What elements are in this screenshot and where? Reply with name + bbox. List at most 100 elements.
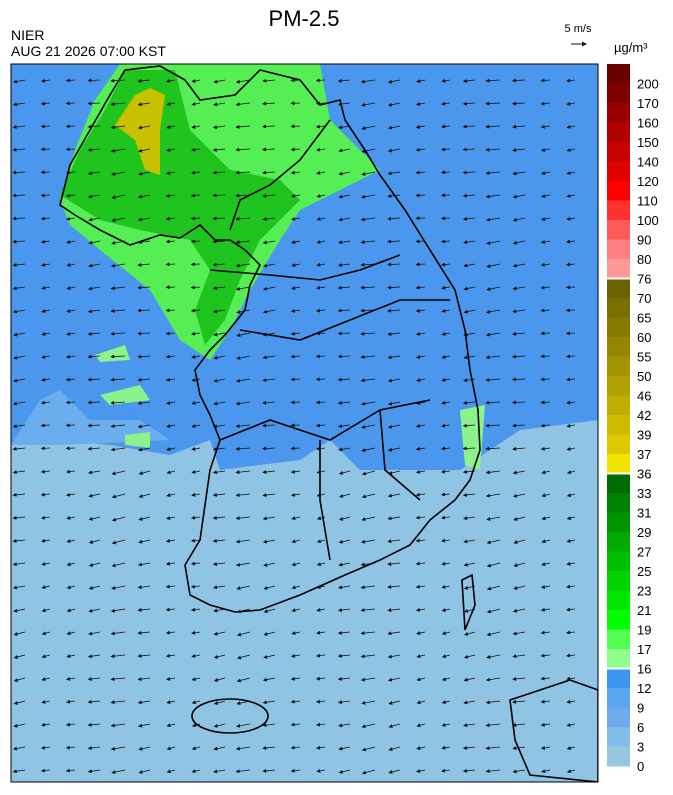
wind-arrow [540,653,551,658]
wind-arrow [40,492,51,497]
wind-arrow [40,423,51,428]
colorbar-label: 46 [637,389,651,404]
colorbar-swatch [607,337,630,357]
wind-arrow [137,562,151,567]
wind-arrow [486,240,501,245]
wind-arrow [13,378,26,383]
wind-arrow [166,676,176,681]
wind-arrow [66,239,76,244]
wind-arrow [441,446,451,451]
wind-arrow [316,446,326,451]
wind-arrow [512,423,526,428]
colorbar-label: 23 [637,584,651,599]
wind-arrow [191,515,201,520]
wind-arrow [65,78,76,83]
wind-arrow [138,493,151,498]
unit: µg/m³ [614,40,648,55]
wind-arrow [41,377,51,382]
wind-arrow [512,263,526,268]
map-frame [10,63,599,783]
wind-arrow [138,539,151,544]
wind-arrow [166,424,176,428]
wind-arrow [511,78,526,83]
wind-arrow [463,539,476,544]
wind-arrow [566,722,576,727]
wind-arrow [236,286,251,291]
wind-arrow [88,217,101,222]
wind-arrow [415,285,426,290]
wind-arrow [166,746,176,751]
wind-arrow [541,194,551,199]
wind-arrow [565,285,576,290]
wind-arrow [137,677,151,682]
wind-arrow [235,746,251,751]
wind-arrow [66,492,76,497]
colorbar-label: 3 [637,740,644,755]
wind-arrow [486,309,501,314]
colorbar-label: 80 [637,252,651,267]
wind-arrow [338,539,351,544]
wind-arrow [137,424,151,429]
wind-arrow [235,102,251,107]
colorbar-swatch [607,727,630,747]
wind-arrow [262,101,276,106]
colorbar-label: 29 [637,525,651,540]
wind-arrow [462,78,476,83]
colorbar-swatch [607,493,630,513]
colorbar-swatch [607,746,630,767]
wind-arrow [566,516,576,520]
wind-arrow [338,470,351,475]
wind-arrow [235,493,251,498]
wind-arrow [441,101,451,106]
wind-arrow [360,355,376,359]
wind-arrow [111,194,126,200]
wind-arrow [338,516,351,521]
wind-arrow [485,677,501,682]
colorbar-swatch [607,610,630,630]
wind-arrow [213,769,226,774]
wind-arrow [566,193,576,198]
wind-arrow [485,400,501,405]
wind-arrow [110,354,126,359]
wind-arrow [190,193,201,198]
wind-arrow [360,401,376,406]
wind-arrow [262,516,276,521]
wind-arrow [361,516,376,522]
wind-arrow [338,746,351,751]
wind-arrow [236,355,251,360]
wind-arrow [415,584,426,589]
wind-arrow [540,676,551,681]
wind-arrow [415,308,426,313]
wind-arrow [512,654,526,659]
wind-arrow [41,309,51,313]
wind-arrow [441,677,451,682]
wind-arrow [387,171,401,176]
wind-arrow [485,124,501,129]
wind-arrow [41,286,51,290]
wind-arrow [191,446,201,451]
wind-arrow [166,700,176,704]
colorbar-label: 120 [637,174,659,189]
colorbar-swatch [607,239,630,260]
wind-arrow [416,723,426,728]
wind-arrow [263,608,276,613]
wind-arrow [291,562,301,567]
wind-arrow [316,745,326,750]
wind-arrow [316,147,326,152]
wind-arrow [387,424,401,429]
wind-arrow [235,240,251,245]
wind-arrow [441,331,451,336]
colorbar-label: 70 [637,291,651,306]
wind-arrow [87,446,101,451]
wind-arrow [540,239,551,244]
wind-arrow [110,331,126,336]
wind-arrow [315,400,326,405]
wind-arrow [213,677,226,682]
wind-arrow [462,745,476,750]
wind-arrow [416,746,426,751]
wind-arrow [12,216,26,221]
wind-arrow [191,700,201,705]
wind-arrow [441,745,451,750]
wind-arrow [166,516,176,520]
